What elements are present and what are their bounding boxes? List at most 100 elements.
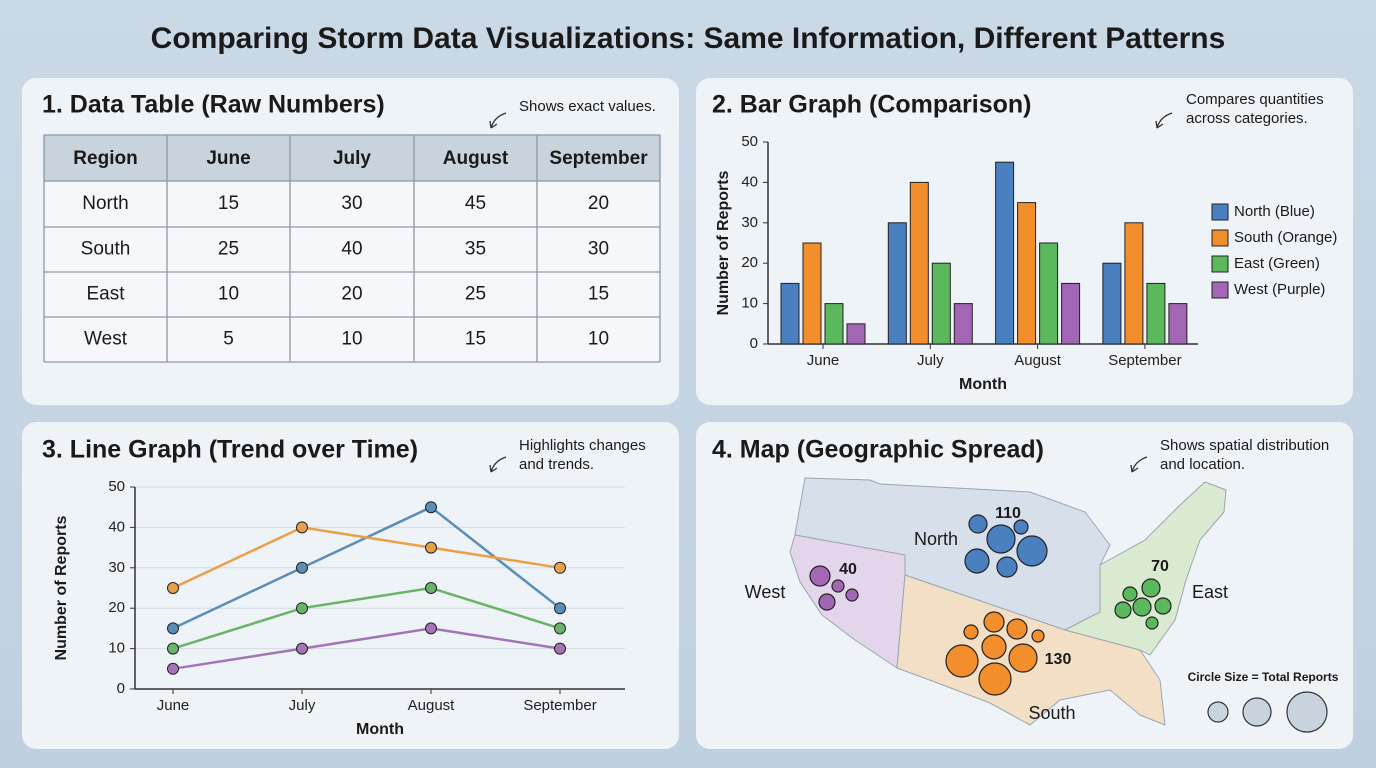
line — [172, 526, 561, 590]
region-label: North — [914, 529, 958, 549]
y-axis-label: Number of Reports — [53, 515, 70, 660]
note: Compares quantities — [1186, 91, 1324, 108]
marker — [296, 602, 308, 615]
marker — [167, 642, 179, 655]
region-total: 110 — [995, 505, 1021, 522]
note: Highlights changes — [519, 437, 646, 454]
legend-label: South (Orange) — [1234, 229, 1337, 246]
marker — [425, 501, 437, 514]
bubble — [978, 662, 1012, 696]
legend-bubble — [1286, 691, 1328, 733]
bubble — [983, 611, 1005, 633]
table-cell: 15 — [465, 329, 486, 350]
bar — [780, 282, 800, 345]
marker — [167, 662, 179, 675]
bubble — [1122, 586, 1138, 602]
region-east — [1063, 481, 1227, 656]
y-tick-label: 10 — [108, 640, 125, 657]
y-tick-label: 30 — [741, 214, 758, 231]
panel-title: 1. Data Table (Raw Numbers) — [42, 91, 385, 119]
bubble — [963, 624, 979, 640]
arrow — [489, 112, 507, 129]
bar — [1124, 222, 1144, 345]
bubble — [1016, 535, 1048, 567]
legend-bubble — [1242, 697, 1272, 727]
marker — [425, 622, 437, 635]
marker — [554, 642, 566, 655]
bubble — [1031, 629, 1045, 643]
marker — [296, 642, 308, 655]
region-label: South — [1028, 703, 1075, 723]
line — [172, 627, 561, 671]
bubble — [996, 556, 1018, 578]
size-legend — [1207, 691, 1328, 733]
bar — [931, 262, 951, 345]
table-cell: 5 — [223, 329, 234, 350]
x-tick-label: July — [289, 697, 316, 714]
marker — [296, 561, 308, 574]
marker — [167, 582, 179, 594]
note-arrows — [489, 112, 1173, 473]
x-tick-label: September — [523, 697, 596, 714]
y-tick-label: 0 — [750, 335, 758, 352]
bubble — [981, 634, 1007, 660]
map-bubbles — [809, 514, 1328, 733]
y-tick-label: 50 — [741, 133, 758, 150]
bar — [824, 303, 844, 345]
bar — [1168, 303, 1188, 345]
y-tick-label: 10 — [741, 295, 758, 312]
bubble — [845, 588, 859, 602]
x-tick-label: June — [157, 697, 190, 714]
y-tick-label: 20 — [741, 254, 758, 271]
x-tick-label: September — [1108, 352, 1181, 369]
region-label: East — [1192, 582, 1228, 602]
note: and trends. — [519, 456, 594, 473]
note: and location. — [1160, 456, 1245, 473]
marker — [554, 622, 566, 635]
marker — [425, 541, 437, 554]
y-tick-label: 30 — [108, 559, 125, 576]
bar — [953, 303, 973, 345]
bubble — [945, 644, 979, 678]
table-header-bg — [44, 135, 660, 181]
x-tick-label: June — [807, 352, 840, 369]
note: Shows exact values. — [519, 98, 656, 115]
bubble — [831, 579, 845, 593]
y-axis-label: Number of Reports — [715, 170, 732, 315]
bubble — [964, 548, 990, 574]
bubble-cluster — [809, 565, 859, 611]
note: Shows spatial distribution — [1160, 437, 1329, 454]
x-tick-label: August — [1014, 352, 1062, 369]
arrow — [1130, 456, 1148, 473]
bubble-cluster — [1114, 578, 1172, 630]
table-header: June — [206, 148, 250, 169]
y-tick-label: 50 — [108, 478, 125, 495]
bubble — [986, 524, 1016, 554]
table-cell: 15 — [588, 284, 609, 305]
x-tick-label: August — [408, 697, 456, 714]
size-legend-title: Circle Size = Total Reports — [1188, 670, 1339, 684]
marker — [554, 602, 566, 615]
legend-label: West (Purple) — [1234, 281, 1325, 298]
y-tick-label: 40 — [741, 173, 758, 190]
bar — [1146, 282, 1166, 345]
arrow — [489, 456, 507, 473]
legend-bubble — [1207, 701, 1229, 723]
page-title: Comparing Storm Data Visualizations: Sam… — [151, 22, 1226, 55]
y-tick-label: 0 — [117, 680, 125, 697]
table-cell: North — [82, 193, 128, 214]
bar — [887, 222, 907, 345]
content: 1. Data Table (Raw Numbers) Shows exact v… — [42, 91, 1339, 739]
table-cell: 25 — [218, 239, 239, 260]
region-label: West — [745, 582, 786, 602]
bubble — [1154, 597, 1172, 615]
table-cell: 35 — [465, 239, 486, 260]
table-cell: 10 — [341, 329, 362, 350]
table-cell: 20 — [341, 284, 362, 305]
legend-swatch — [1211, 281, 1229, 299]
bar — [909, 181, 929, 345]
bubble — [1145, 616, 1159, 630]
table-cell: 40 — [341, 239, 362, 260]
marker — [425, 582, 437, 594]
